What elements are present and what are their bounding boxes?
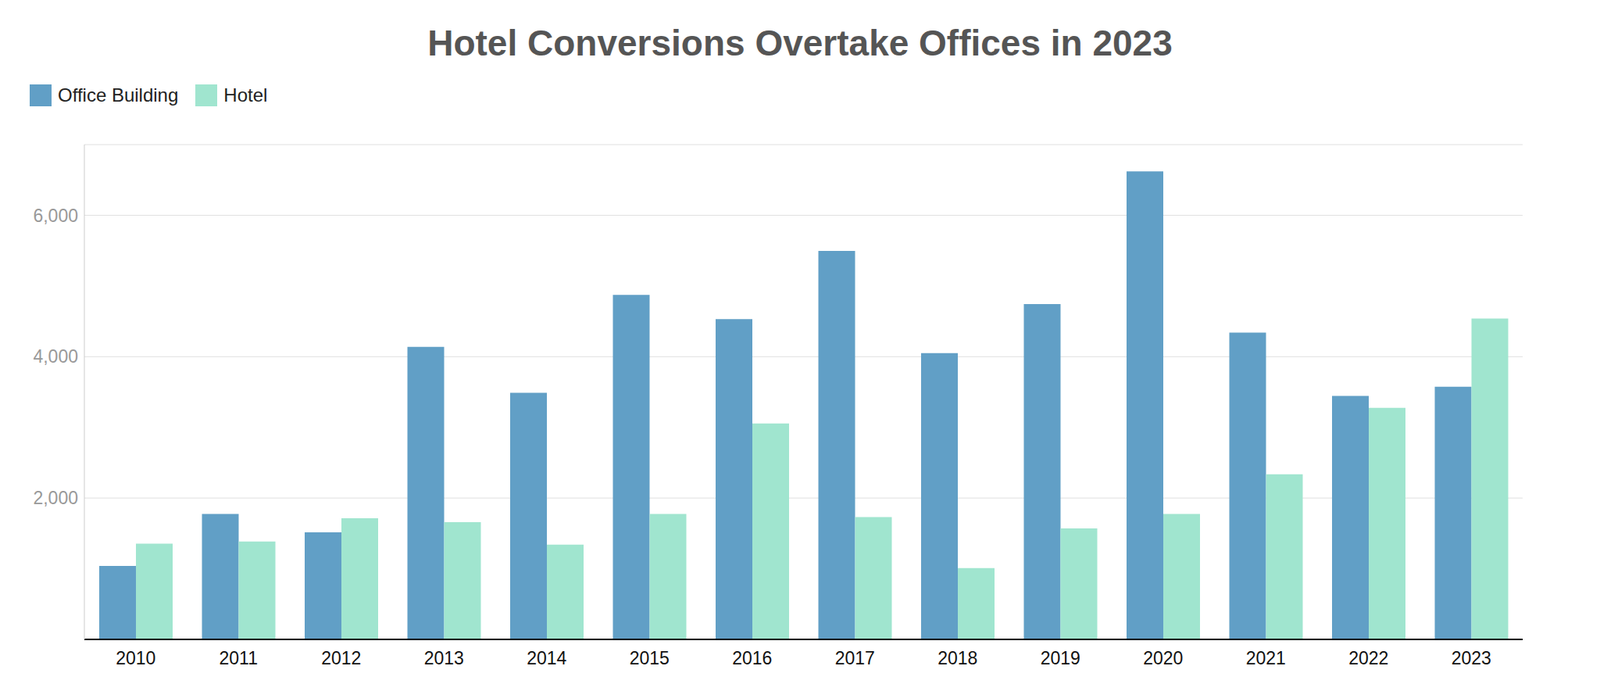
html-text:Office Building: Office Building xyxy=(57,84,179,106)
svg-text:2023: 2023 xyxy=(1451,647,1492,668)
svg-text:2015: 2015 xyxy=(629,647,670,668)
svg-text:4,000: 4,000 xyxy=(32,346,79,367)
svg-text:2022: 2022 xyxy=(1348,647,1389,668)
svg-text:2021: 2021 xyxy=(1246,647,1286,668)
svg-text:2012: 2012 xyxy=(321,647,361,668)
svg-text:2013: 2013 xyxy=(424,647,465,668)
svg-text:2011: 2011 xyxy=(219,647,258,668)
svg-text:2020: 2020 xyxy=(1142,647,1183,668)
svg-text:2,000: 2,000 xyxy=(32,487,79,508)
svg-text:2017: 2017 xyxy=(835,647,875,668)
html-text:Hotel: Hotel xyxy=(223,84,268,106)
svg-text:2018: 2018 xyxy=(937,647,978,668)
svg-text:6,000: 6,000 xyxy=(32,205,79,226)
svg-text:2019: 2019 xyxy=(1040,647,1081,668)
svg-text:2014: 2014 xyxy=(526,647,567,668)
svg-text:2010: 2010 xyxy=(115,647,156,668)
svg-text:2016: 2016 xyxy=(732,647,772,668)
html-text:Hotel Conversions Overtake Off: Hotel Conversions Overtake Offices in 20… xyxy=(427,22,1173,64)
